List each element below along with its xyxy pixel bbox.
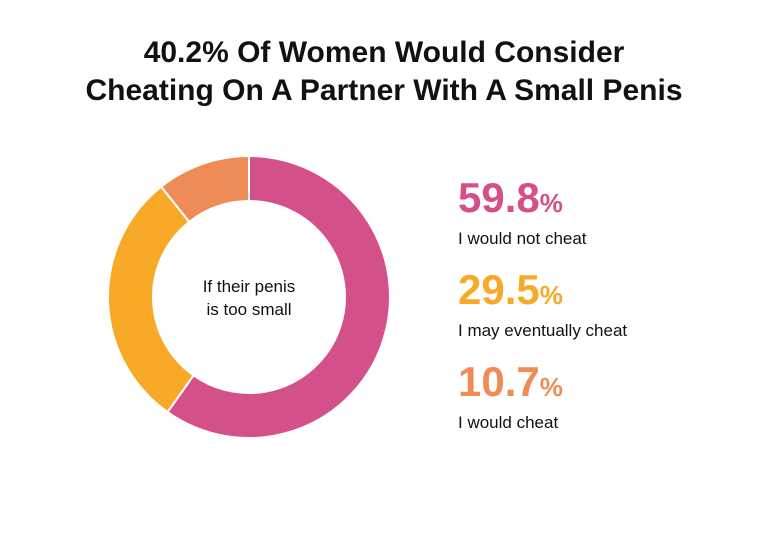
donut-slice bbox=[107, 185, 195, 414]
value-label: 59.8% bbox=[458, 174, 563, 221]
legend-label: I would cheat bbox=[458, 413, 558, 432]
legend-label: I would not cheat bbox=[458, 229, 587, 248]
center-label: is too small bbox=[206, 300, 291, 319]
center-label: If their penis bbox=[203, 277, 296, 296]
value-label: 10.7% bbox=[458, 358, 563, 405]
chart-title: Cheating On A Partner With A Small Penis bbox=[85, 74, 682, 107]
legend-label: I may eventually cheat bbox=[458, 321, 627, 340]
value-label: 29.5% bbox=[458, 266, 563, 313]
chart-title: 40.2% Of Women Would Consider bbox=[144, 36, 625, 69]
donut-slice bbox=[166, 154, 391, 439]
donut-slice bbox=[159, 154, 250, 224]
